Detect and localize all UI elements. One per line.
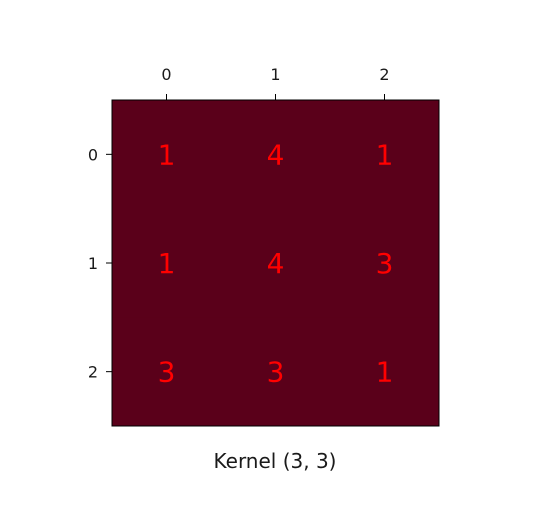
- cell-annotations: 1 4 1 1 4 3 3 3 1: [158, 138, 394, 388]
- cell-value-label: 4: [267, 247, 285, 280]
- x-axis-label: Kernel (3, 3): [214, 449, 337, 473]
- heatmap-cells: [112, 100, 439, 426]
- cell-value-label: 1: [376, 138, 394, 171]
- x-tick-label: 0: [161, 65, 171, 84]
- x-axis-ticks: 0 1 2: [161, 65, 390, 100]
- y-tick-label: 2: [88, 363, 98, 382]
- y-tick-label: 1: [88, 254, 98, 273]
- heatmap-cell: [221, 208, 330, 318]
- heatmap-cell: [330, 208, 439, 318]
- cell-value-label: 3: [267, 356, 285, 389]
- y-tick-label: 0: [88, 145, 98, 164]
- heatmap-cell: [330, 100, 439, 209]
- cell-value-label: 3: [158, 356, 176, 389]
- heatmap-cell: [112, 317, 221, 426]
- x-tick-label: 1: [270, 65, 280, 84]
- heatmap-cell: [221, 317, 330, 426]
- y-axis-ticks: 0 1 2: [88, 145, 112, 382]
- heatmap-cell: [112, 100, 221, 209]
- x-tick-label: 2: [379, 65, 389, 84]
- cell-value-label: 1: [158, 247, 176, 280]
- heatmap-cell: [112, 208, 221, 318]
- heatmap-cell: [330, 317, 439, 426]
- cell-value-label: 4: [267, 138, 285, 171]
- cell-value-label: 1: [376, 356, 394, 389]
- cell-value-label: 1: [158, 138, 176, 171]
- cell-value-label: 3: [376, 247, 394, 280]
- heatmap-cell: [221, 100, 330, 209]
